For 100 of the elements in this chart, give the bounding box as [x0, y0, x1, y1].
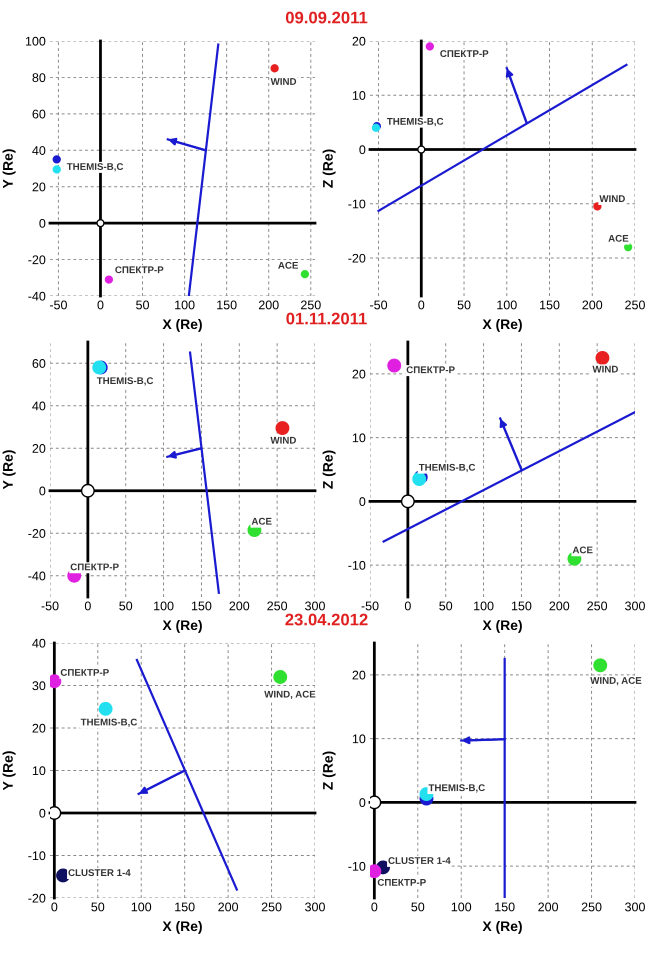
x-tick-label: 100: [474, 601, 494, 610]
y-axis-title: Y (Re): [2, 450, 16, 490]
chart-title: 23.04.2012: [285, 614, 368, 626]
y-tick-label: -10: [348, 862, 366, 871]
series-label: СПЕКТР-Р: [115, 266, 164, 274]
x-tick-label: 0: [404, 601, 411, 610]
y-tick-label: 0: [39, 218, 46, 228]
x-tick-label: 300: [305, 902, 325, 912]
series-label: СПЕКТР-Р: [378, 878, 426, 886]
y-axis-title: Y (Re): [2, 149, 16, 188]
x-tick-label: 0: [418, 300, 424, 310]
x-tick-label: 250: [587, 601, 608, 610]
x-tick-label: -50: [42, 601, 59, 610]
y-tick-label: 10: [352, 91, 366, 100]
series-label: ACE: [608, 234, 628, 242]
x-tick-label: 150: [540, 300, 560, 310]
y-axis-title: Z (Re): [322, 752, 336, 790]
y-tick-label: -20: [28, 529, 46, 538]
y-tick-label: 40: [32, 402, 46, 410]
series-label: THEMIS-B,C: [386, 118, 444, 126]
series-label: CLUSTER 1-4: [388, 857, 451, 864]
x-tick-label: 0: [51, 902, 58, 912]
series-label: THEMIS-B,C: [428, 784, 485, 793]
x-tick-label: 200: [549, 601, 570, 610]
x-tick-label: 100: [175, 300, 195, 310]
x-tick-label: 50: [91, 902, 104, 912]
x-tick-label: 150: [495, 902, 515, 912]
y-tick-label: 0: [359, 145, 366, 154]
y-tick-label: -40: [28, 292, 46, 301]
x-tick-label: 250: [262, 902, 282, 912]
x-axis-title: X (Re): [162, 620, 202, 633]
series-label: СПЕКТР-Р: [60, 668, 109, 676]
x-tick-label: 300: [625, 601, 645, 610]
y-tick-label: 20: [32, 182, 46, 192]
x-tick-label: 50: [136, 300, 150, 310]
x-tick-label: 250: [300, 300, 321, 310]
series-label: WIND: [270, 78, 296, 85]
x-tick-label: -50: [50, 300, 67, 310]
x-axis-title: X (Re): [162, 920, 202, 934]
x-tick-label: 50: [439, 601, 452, 610]
y-tick-label: 40: [32, 146, 46, 155]
y-tick-label: 40: [32, 638, 46, 648]
y-tick-label: -40: [28, 572, 46, 580]
y-tick-label: -20: [28, 894, 46, 903]
x-tick-label: 100: [154, 601, 174, 610]
x-tick-label: 200: [258, 300, 279, 310]
x-axis-title: X (Re): [482, 318, 522, 332]
x-tick-label: 200: [538, 902, 558, 912]
y-tick-label: 0: [39, 808, 46, 818]
y-tick-label: -20: [28, 255, 46, 264]
y-axis-title: Z (Re): [322, 150, 336, 188]
x-tick-label: 200: [582, 300, 602, 310]
series-label: THEMIS-B,C: [80, 718, 138, 727]
series-label: WIND, ACE: [590, 677, 642, 686]
x-tick-label: 0: [97, 300, 104, 310]
x-tick-label: 100: [452, 902, 472, 912]
series-label: ACE: [252, 518, 272, 525]
series-label: WIND: [592, 366, 618, 372]
x-tick-label: 50: [119, 601, 132, 610]
x-tick-label: 300: [625, 902, 645, 912]
chart-title: 01.11.2011: [286, 312, 367, 324]
y-tick-label: 20: [352, 36, 366, 46]
y-tick-label: -10: [348, 200, 366, 208]
x-tick-label: 100: [132, 902, 152, 912]
x-tick-label: 150: [175, 902, 195, 912]
x-tick-label: -50: [370, 300, 388, 310]
x-tick-label: 250: [267, 601, 288, 610]
y-tick-label: 60: [32, 359, 46, 368]
x-tick-label: 150: [192, 601, 212, 610]
series-label: СПЕКТР-Р: [406, 366, 455, 374]
series-label: THEMIS-B,C: [66, 163, 124, 172]
x-tick-label: 50: [458, 300, 470, 310]
x-tick-label: 300: [305, 601, 325, 610]
series-label: WIND, ACE: [264, 690, 316, 700]
y-tick-label: 100: [26, 36, 46, 46]
y-tick-label: 10: [32, 766, 46, 776]
chart-title: 09.09.2011: [286, 12, 368, 24]
x-tick-label: 200: [229, 601, 250, 610]
y-tick-label: 80: [32, 73, 46, 82]
series-label: ACE: [572, 546, 593, 554]
y-tick-label: -10: [28, 851, 46, 860]
series-label: WIND: [270, 436, 296, 444]
y-tick-label: 0: [359, 497, 366, 506]
y-axis-title: Y (Re): [2, 751, 16, 790]
y-tick-label: 60: [32, 110, 46, 119]
y-tick-label: 10: [352, 433, 366, 442]
x-axis-title: X (Re): [482, 620, 522, 633]
y-tick-label: 20: [352, 670, 366, 680]
x-tick-label: 250: [582, 902, 602, 912]
y-tick-label: -10: [348, 560, 366, 570]
y-tick-label: 20: [32, 444, 46, 453]
x-axis-title: X (Re): [162, 318, 202, 332]
series-label: THEMIS-B,C: [418, 464, 476, 472]
y-tick-label: 10: [352, 734, 366, 744]
x-tick-label: 0: [371, 902, 378, 912]
series-label: CLUSTER 1-4: [68, 869, 131, 876]
y-tick-label: 20: [32, 724, 46, 733]
series-label: THEMIS-B,C: [96, 377, 154, 386]
x-tick-label: 150: [512, 601, 532, 610]
y-tick-label: -20: [348, 254, 366, 263]
